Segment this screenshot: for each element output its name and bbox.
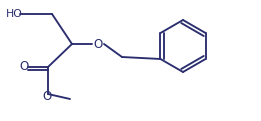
Text: O: O (93, 38, 103, 50)
Text: O: O (42, 90, 52, 102)
Text: HO: HO (5, 9, 22, 19)
Text: O: O (19, 60, 29, 73)
